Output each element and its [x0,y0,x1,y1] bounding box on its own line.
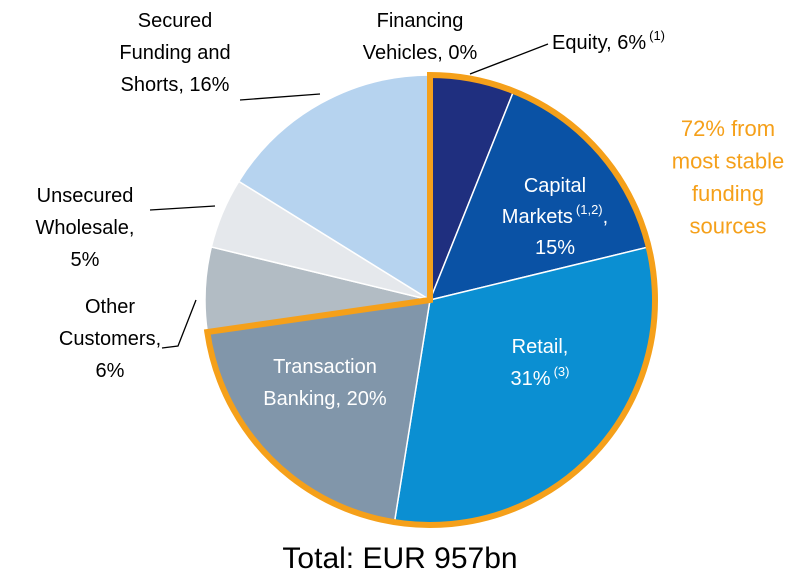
slice-label: Customers, [59,328,161,350]
slice-label: Secured [138,10,213,32]
leader-line [161,299,197,349]
label-text: Capital [524,175,586,197]
label-text: Shorts, 16% [121,74,230,96]
slice-label: Vehicles, 0% [363,42,478,64]
label-text: Financing [377,10,464,32]
slice-label: Wholesale, [36,217,135,239]
label-footnote: (1) [649,28,665,43]
slice-label: 6% [96,360,125,382]
label-text: Vehicles, 0% [363,42,478,64]
slice-label: Funding and [119,42,230,64]
label-text: 6% [96,360,125,382]
label-text: , [603,206,609,228]
slice-label: Retail, [512,336,569,358]
slice-label: Transaction [273,356,377,378]
highlight-outline [203,71,658,528]
label-text: Banking, 20% [263,388,387,410]
label-footnote: (3) [554,364,570,379]
slice-label: Unsecured [37,185,134,207]
slice-label: Banking, 20% [263,388,387,410]
label-text: Retail, [512,336,569,358]
annotation: funding [692,181,764,206]
slice-label: 15% [535,237,575,259]
slice-label: 5% [71,249,100,271]
slice-label: Capital [524,175,586,197]
label-text: Secured [138,10,213,32]
slice-label: 31% (3) [511,364,570,390]
pie-slice [206,299,431,524]
label-text: Funding and [119,42,230,64]
slice-label: Equity, 6% (1) [552,28,665,54]
label-text: Unsecured [37,185,134,207]
slice-label: Shorts, 16% [121,74,230,96]
label-text: Wholesale, [36,217,135,239]
annotation: sources [689,213,766,238]
leader-line [149,205,216,211]
label-text: Customers, [59,328,161,350]
slice-label: Other [85,296,135,318]
total-label: Total: EUR 957bn [282,542,517,575]
label-text: 5% [71,249,100,271]
pie-slice [237,74,431,302]
annotation: 72% from [681,116,775,141]
label-text: Equity, 6% [552,32,646,54]
label-text: Other [85,296,135,318]
label-text: Markets [502,206,573,228]
annotation: most stable [672,148,785,173]
label-text: 31% [511,368,551,390]
leader-line [239,93,321,101]
label-footnote: (1,2) [576,202,603,217]
label-text: 15% [535,237,575,259]
label-text: Transaction [273,356,377,378]
slice-label: Financing [377,10,464,32]
slice-label: Markets (1,2), [502,202,608,228]
leader-line [469,43,549,75]
leader-lines [149,43,549,349]
